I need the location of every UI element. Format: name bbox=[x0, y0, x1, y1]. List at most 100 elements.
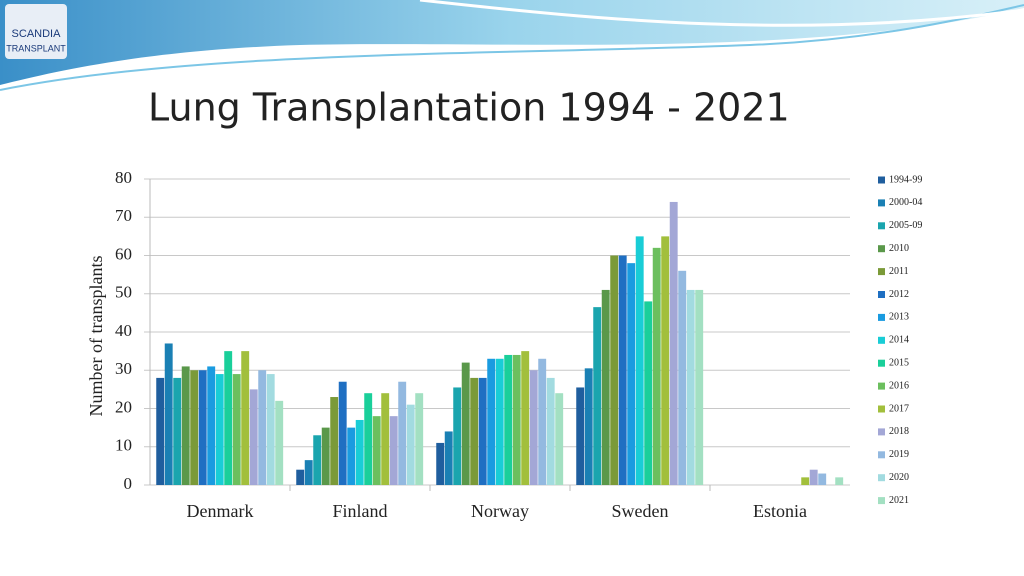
legend-swatch bbox=[878, 336, 885, 344]
legend-swatch bbox=[878, 428, 885, 436]
bar bbox=[304, 460, 313, 485]
bar bbox=[215, 374, 224, 485]
legend-label: 2015 bbox=[889, 357, 909, 368]
bar bbox=[495, 358, 504, 485]
bar bbox=[415, 393, 424, 485]
legend-swatch bbox=[878, 291, 885, 298]
bar bbox=[461, 362, 470, 485]
legend-swatch bbox=[878, 474, 885, 482]
bar bbox=[249, 389, 258, 485]
y-tick-label: 60 bbox=[115, 244, 132, 263]
legend-label: 2011 bbox=[889, 266, 909, 277]
bar bbox=[406, 404, 415, 485]
bar bbox=[266, 374, 275, 485]
bar bbox=[678, 270, 687, 485]
bar bbox=[389, 416, 398, 485]
y-tick-label: 50 bbox=[115, 283, 132, 302]
bar bbox=[695, 289, 704, 485]
bar bbox=[444, 431, 453, 485]
y-tick-label: 80 bbox=[115, 168, 132, 187]
bar bbox=[546, 377, 555, 485]
header-line bbox=[0, 4, 1024, 91]
bar bbox=[835, 477, 844, 485]
bar bbox=[258, 370, 267, 485]
bar bbox=[470, 377, 479, 485]
bar bbox=[347, 427, 356, 485]
bar bbox=[610, 255, 619, 485]
bar bbox=[669, 201, 678, 485]
bar bbox=[313, 435, 322, 485]
legend-label: 2010 bbox=[889, 243, 909, 254]
y-tick-label: 10 bbox=[115, 436, 132, 455]
bar bbox=[436, 442, 445, 485]
bar bbox=[686, 289, 695, 485]
legend-swatch bbox=[878, 176, 885, 184]
legend-swatch bbox=[878, 405, 885, 413]
bar bbox=[207, 366, 216, 485]
x-tick-label: Estonia bbox=[753, 501, 807, 521]
bar bbox=[538, 358, 547, 485]
x-tick-label: Denmark bbox=[187, 501, 254, 521]
legend-label: 2019 bbox=[889, 449, 909, 460]
bar bbox=[198, 370, 207, 485]
bar bbox=[584, 368, 593, 485]
logo-sub: TRANSPLANT bbox=[6, 43, 66, 53]
legend-swatch bbox=[878, 268, 885, 276]
legend-label: 2016 bbox=[889, 380, 909, 391]
logo-box bbox=[5, 4, 67, 59]
legend-label: 2012 bbox=[889, 289, 909, 300]
legend-label: 2013 bbox=[889, 312, 909, 323]
bar bbox=[355, 419, 364, 485]
legend-swatch bbox=[878, 451, 885, 459]
x-tick-label: Finland bbox=[332, 501, 387, 521]
bar bbox=[521, 351, 530, 485]
slide-title: Lung Transplantation 1994 - 2021 bbox=[148, 86, 790, 130]
bar bbox=[381, 393, 390, 485]
bar bbox=[224, 351, 233, 485]
bar bbox=[644, 301, 653, 485]
bar bbox=[330, 397, 339, 485]
legend-label: 2000-04 bbox=[889, 197, 922, 208]
legend-label: 2018 bbox=[889, 426, 909, 437]
bar bbox=[241, 351, 250, 485]
bar bbox=[478, 377, 487, 485]
bar bbox=[652, 247, 661, 485]
bar bbox=[818, 473, 827, 485]
bar bbox=[512, 354, 521, 485]
legend-swatch bbox=[878, 199, 885, 207]
x-tick-label: Norway bbox=[471, 501, 529, 521]
bar bbox=[372, 416, 381, 485]
legend-swatch bbox=[878, 382, 885, 390]
bar bbox=[601, 289, 610, 485]
x-tick-label: Sweden bbox=[612, 501, 669, 521]
bar bbox=[156, 377, 165, 485]
bar bbox=[661, 236, 670, 485]
bar bbox=[809, 469, 818, 485]
bar bbox=[618, 255, 627, 485]
bar bbox=[296, 469, 305, 485]
header-swoosh bbox=[0, 0, 1024, 85]
y-tick-label: 30 bbox=[115, 359, 132, 378]
bar bbox=[529, 370, 538, 485]
legend-label: 2017 bbox=[889, 403, 909, 414]
header-line bbox=[419, 0, 1024, 27]
y-tick-label: 20 bbox=[115, 397, 132, 416]
legend-label: 2005-09 bbox=[889, 220, 922, 231]
legend-label: 2020 bbox=[889, 472, 909, 483]
legend-swatch bbox=[878, 222, 885, 230]
bar bbox=[364, 393, 373, 485]
bar bbox=[321, 427, 330, 485]
legend-swatch bbox=[878, 313, 885, 321]
bar bbox=[338, 381, 347, 485]
bar bbox=[232, 374, 241, 485]
bar bbox=[398, 381, 407, 485]
legend-label: 1994-99 bbox=[889, 174, 922, 185]
y-tick-label: 70 bbox=[115, 206, 132, 225]
bar bbox=[453, 387, 462, 485]
bar bbox=[181, 366, 190, 485]
bar bbox=[173, 377, 182, 485]
legend-label: 2021 bbox=[889, 495, 909, 506]
bar bbox=[275, 400, 284, 485]
bar bbox=[555, 393, 564, 485]
